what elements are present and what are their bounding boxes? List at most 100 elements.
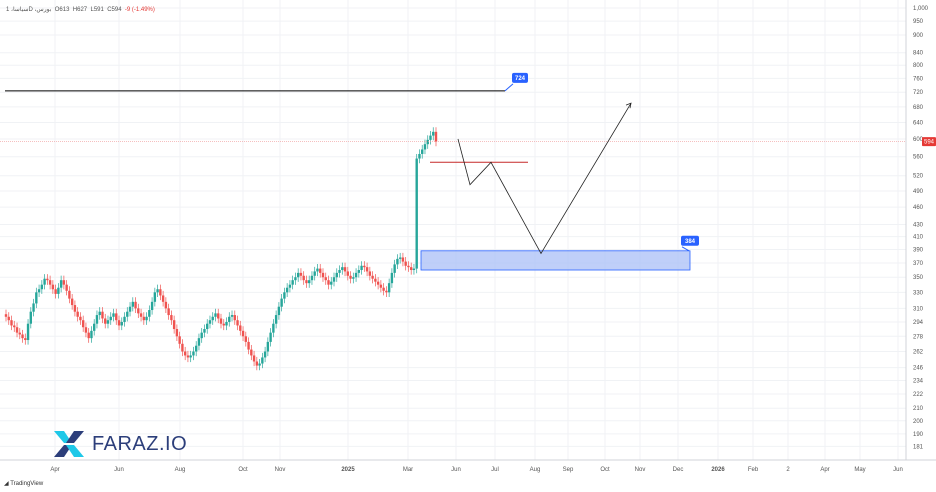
candle-body [200,332,203,339]
candle-body [24,338,27,341]
candle-body [258,363,261,366]
price-axis[interactable]: 1,000 950 900 840 800 760 720 680 640 600 560 520 49… [905,0,936,460]
time-tick-label: Jun [114,467,124,473]
candle-body [285,287,289,293]
candle-body [70,298,74,306]
candle-body [228,316,231,322]
candle-body [335,272,338,278]
candle-body [308,280,311,284]
candle-body [95,315,99,324]
candle-body [128,306,132,312]
candle-body [310,275,314,281]
candle-body [241,330,245,337]
annotations: 724 384 [0,72,906,271]
last-price-badge [922,137,936,147]
open-value: O613 [54,7,70,13]
candle-body [211,316,214,321]
candle-body [178,336,181,344]
candle-body [255,361,259,366]
symbol-name: 1 ،سیاسا‌D ،بورس [6,7,52,13]
candle-body [277,306,281,316]
candle-body [269,332,272,342]
price-tick-label: 294 [913,320,924,326]
candle-body [429,135,432,140]
price-tick-label: 181 [913,444,924,450]
candle-body [115,313,118,321]
candle-body [37,289,41,293]
time-tick-label: May [854,467,865,473]
grid [0,0,906,460]
candle-body [396,258,399,265]
candle-body [280,298,283,307]
candle-body [156,289,159,293]
time-tick-label: Sep [563,467,574,473]
candle-body [203,329,206,333]
candle-body [283,292,286,299]
price-tick-label: 410 [913,235,924,241]
candle-body [139,313,143,317]
low-value: L591 [90,7,104,13]
candle-body [186,355,190,358]
price-tick-label: 600 [913,137,924,143]
candle-body [299,272,303,276]
price-tick-label: 222 [913,392,924,398]
candle-body [153,292,157,302]
candle-body [432,131,435,136]
time-tick-label: Dec [673,467,684,473]
time-axis[interactable]: Apr Jun Aug Oct Nov 2025 Mar Jun Jul Aug Sep Oct Nov… [0,459,936,473]
candle-body [296,272,300,278]
candle-body [252,355,256,362]
candle-body [62,280,66,285]
candle-body [385,290,388,293]
candle-body [76,311,79,317]
price-tick-label: 200 [913,419,924,425]
tradingview-icon: ◢ [4,481,9,487]
candle-body [93,323,96,331]
candle-body [222,323,225,326]
candle-body [43,278,46,285]
candle-body [109,316,112,321]
candle-body [106,320,110,324]
candle-body [84,327,88,333]
time-tick-label: Aug [175,467,186,473]
candle-body [412,268,416,271]
candle-body [159,289,162,296]
candle-body [112,313,115,317]
time-tick-label: Oct [600,467,610,473]
candle-body [382,287,385,291]
candle-body [239,325,242,331]
time-tick-label: Nov [275,467,286,473]
candle-body [363,265,366,268]
candle-body [305,280,308,284]
candle-body [101,311,104,319]
candle-body [142,316,146,321]
candle-body [123,316,126,322]
candle-body [341,267,344,271]
price-tick-label: 1,000 [913,6,929,12]
candle-body [390,272,394,284]
candle-body [316,268,319,272]
candle-body [192,351,195,356]
candle-body [104,318,107,324]
candle-body [263,351,267,358]
price-tick-label: 262 [913,350,924,356]
candle-body [13,325,16,328]
candle-body [354,272,358,278]
candle-body [244,336,248,342]
candle-body [35,292,38,304]
candle-body [181,343,184,352]
time-tick-label: Jun [893,467,903,473]
projected-path [457,102,632,255]
candle-body [68,290,71,299]
close-value: C594 [107,7,122,13]
candle-body [387,283,391,293]
candle-body [90,330,93,339]
candle-body [117,320,121,326]
time-tick-label: Oct [238,467,248,473]
price-tick-label: 800 [913,63,924,69]
candle-body [175,329,179,337]
candle-body [236,320,239,326]
support-callout-pointer [681,246,690,252]
